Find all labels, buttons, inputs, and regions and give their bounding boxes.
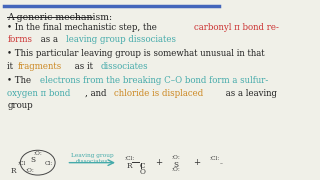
Text: :Cl:: :Cl: — [125, 156, 135, 161]
Text: S: S — [31, 156, 36, 165]
Text: dissociates: dissociates — [101, 62, 149, 71]
Text: :Cl: :Cl — [17, 161, 25, 166]
Text: oxygen π bond: oxygen π bond — [7, 89, 71, 98]
Text: • The: • The — [7, 76, 34, 85]
Text: +: + — [193, 158, 200, 167]
Text: –: – — [219, 161, 222, 166]
Text: Cl:: Cl: — [44, 161, 52, 166]
Text: it: it — [7, 62, 16, 71]
Text: group: group — [7, 101, 33, 110]
Text: :O:: :O: — [171, 155, 180, 160]
Text: • In the final mechanistic step, the: • In the final mechanistic step, the — [7, 23, 160, 32]
Text: chloride is displaced: chloride is displaced — [114, 89, 204, 98]
Text: leaving group dissociates: leaving group dissociates — [66, 35, 176, 44]
Text: • This particular leaving group is somewhat unusual in that: • This particular leaving group is somew… — [7, 49, 265, 58]
Text: electrons from the breaking C–O bond form a sulfur-: electrons from the breaking C–O bond for… — [40, 76, 268, 85]
Text: :O:: :O: — [171, 167, 180, 172]
Text: :O:: :O: — [33, 151, 42, 156]
Text: A generic mechanism:: A generic mechanism: — [7, 13, 113, 22]
Text: dissociates: dissociates — [76, 159, 108, 164]
Text: S: S — [173, 161, 178, 169]
Text: R: R — [10, 167, 16, 175]
Text: R: R — [127, 162, 132, 170]
Text: O: O — [140, 168, 145, 176]
Text: forms: forms — [7, 35, 32, 44]
Text: +: + — [155, 158, 162, 167]
Text: , and: , and — [85, 89, 109, 98]
Text: as a leaving: as a leaving — [223, 89, 277, 98]
Text: :O:: :O: — [26, 168, 35, 173]
Text: Leaving group: Leaving group — [71, 153, 114, 158]
Text: C: C — [140, 162, 145, 170]
Text: carbonyl π bond re-: carbonyl π bond re- — [194, 23, 279, 32]
Text: as it: as it — [72, 62, 96, 71]
Text: as a: as a — [38, 35, 61, 44]
Text: :Cl:: :Cl: — [210, 156, 220, 161]
Text: fragments: fragments — [18, 62, 62, 71]
